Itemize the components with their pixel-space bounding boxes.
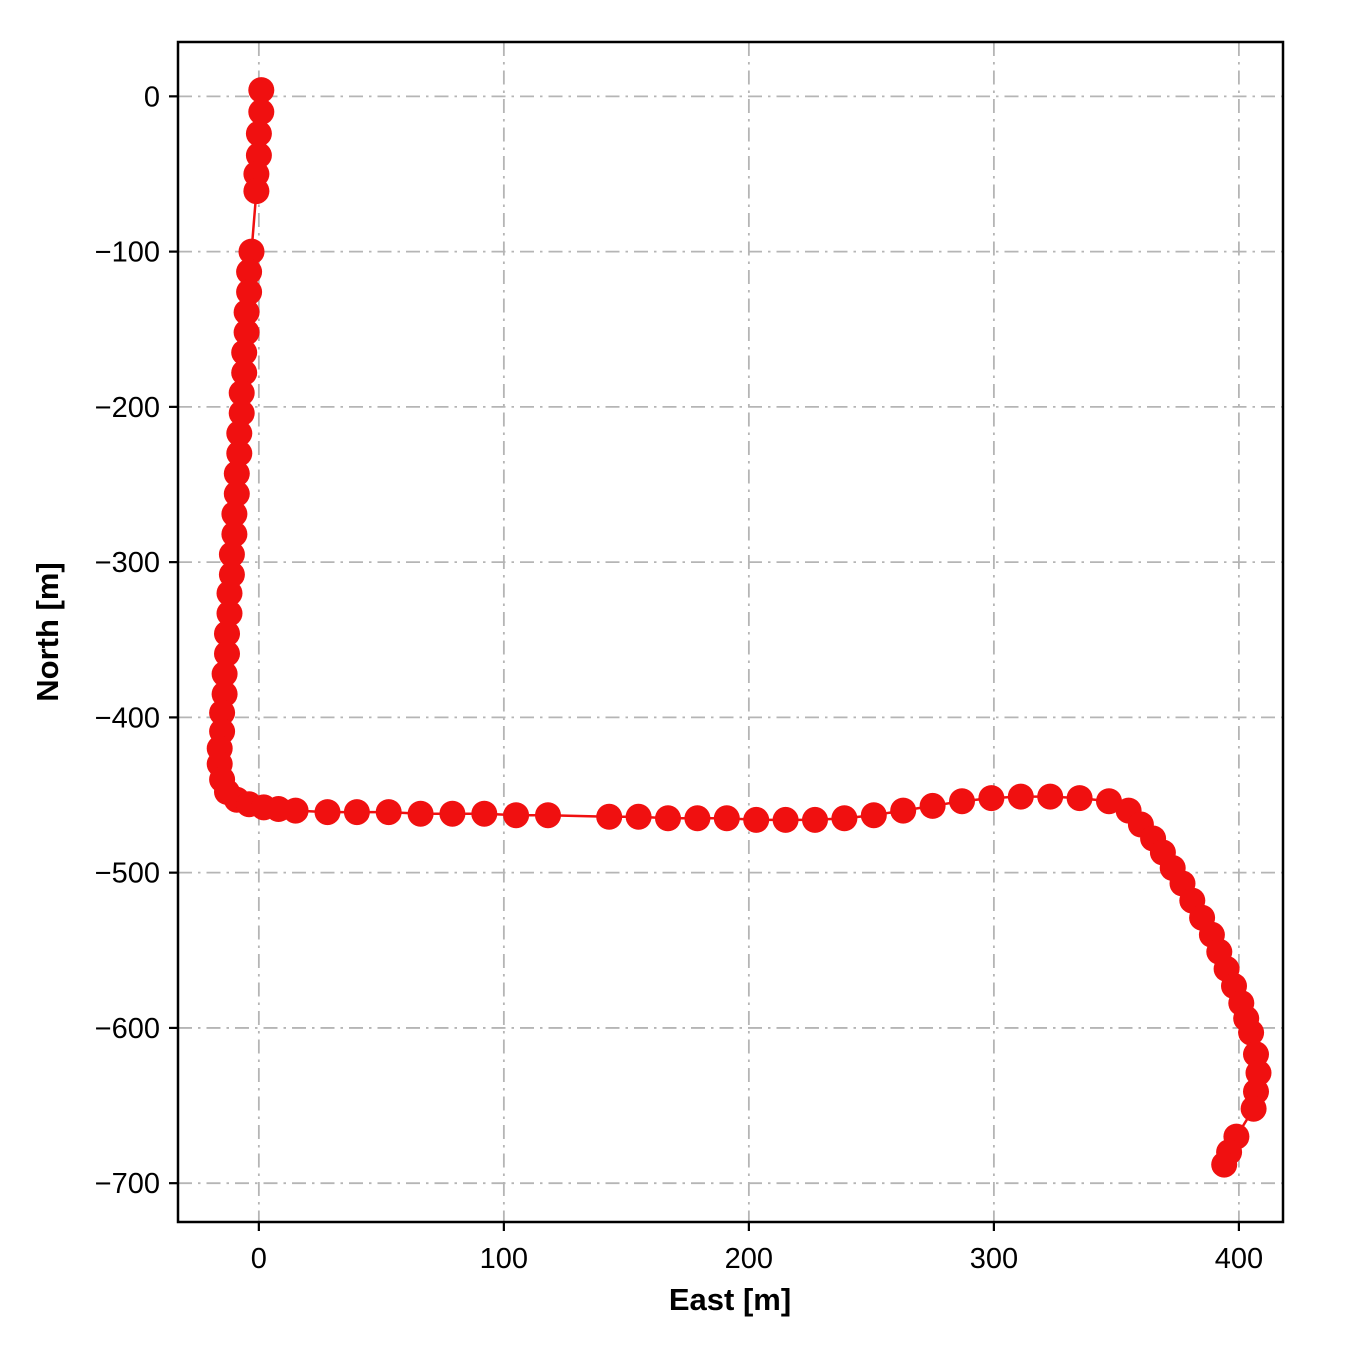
y-axis-label: North [m] [30,562,65,701]
trajectory-point-marker [226,440,253,467]
trajectory-point-marker [226,420,253,447]
trajectory-point-marker [535,802,561,829]
trajectory-point-marker [343,799,370,826]
trajectory-point-marker [231,339,258,366]
trajectory-point-marker [1240,1095,1267,1122]
trajectory-series-layer [206,77,1272,1178]
trajectory-point-marker [625,803,652,830]
trajectory-point-marker [949,788,975,815]
trajectory-point-marker [233,299,260,326]
trajectory-point-marker [860,802,887,829]
trajectory-point-marker [236,258,263,285]
trajectory-point-marker [375,799,402,826]
trajectory-point-marker [890,797,917,824]
x-tick-label: 200 [725,1243,773,1275]
trajectory-point-marker [218,541,245,568]
trajectory-point-marker [231,359,258,386]
axes-frame [176,40,1285,1224]
tick-layer: 0 100 200 300 400 0 −100 −200 −300 −400 −500 −600 −7… [95,81,1263,1275]
trajectory-point-marker [503,802,530,829]
y-tick-label: −300 [95,547,160,579]
trajectory-point-marker [223,460,250,487]
trajectory-point-marker [228,379,255,406]
y-tick-label: −200 [95,392,160,424]
trajectory-point-marker [236,279,263,305]
trajectory-point-marker [802,806,828,833]
axes-frame-layer [176,40,1285,1224]
x-axis-label: East [m] [669,1282,791,1317]
y-tick-label: −600 [95,1013,160,1045]
trajectory-point-marker [221,501,248,527]
y-tick-label: 0 [144,81,160,113]
trajectory-point-marker [1238,1019,1265,1046]
trajectory-point-marker [743,806,770,833]
trajectory-point-marker [978,785,1005,812]
trajectory-point-marker [248,98,275,125]
trajectory-point-marker [216,580,243,607]
x-tick-label: 100 [480,1243,528,1275]
trajectory-point-marker [919,792,946,819]
trajectory-point-marker [221,521,248,548]
trajectory-point-marker [831,805,858,832]
trajectory-point-marker [209,699,236,726]
y-tick-label: −100 [95,237,160,269]
trajectory-point-marker [1211,1151,1238,1178]
trajectory-point-marker [214,640,240,667]
x-tick-label: 300 [970,1243,1018,1275]
trajectory-point-marker [1007,783,1034,810]
trajectory-point-marker [1096,788,1122,815]
trajectory-point-marker [713,805,740,832]
y-tick-label: −700 [95,1168,160,1200]
x-tick-label: 0 [251,1243,267,1275]
trajectory-point-marker [1066,785,1093,812]
trajectory-point-marker [471,800,498,827]
trajectory-point-marker [211,660,238,687]
trajectory-point-marker [233,319,260,346]
trajectory-point-marker [223,480,250,507]
trajectory-point-marker [439,800,466,827]
grid-layer [178,42,1283,1222]
x-tick-label: 400 [1215,1243,1263,1275]
trajectory-point-marker [314,799,341,826]
trajectory-point-marker [214,620,240,647]
y-tick-label: −400 [95,702,160,734]
trajectory-point-marker [243,178,270,205]
trajectory-point-marker [248,77,275,104]
trajectory-point-marker [228,400,255,427]
trajectory-point-marker [596,803,623,830]
trajectory-point-marker [282,797,309,824]
trajectory-point-marker [245,120,272,147]
trajectory-point-marker [1037,783,1064,810]
y-tick-label: −500 [95,858,160,890]
trajectory-point-marker [216,600,243,627]
trajectory-point-marker [772,806,799,833]
trajectory-point-marker [238,238,265,265]
trajectory-point-marker [684,805,711,832]
trajectory-point-marker [655,805,681,832]
trajectory-point-marker [407,800,434,827]
